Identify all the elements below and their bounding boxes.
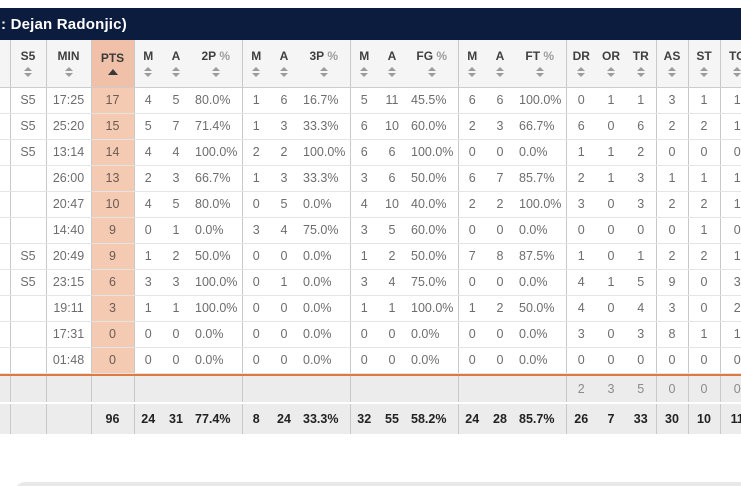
sort-icon bbox=[319, 67, 328, 78]
player-stats-row: S5 25:20 15 5 7 71.4% 1 3 33.3% 6 10 60.0% 2 3 66.7% 6 0… bbox=[0, 113, 741, 140]
col-header-min[interactable]: MIN bbox=[45, 40, 91, 88]
col-header-or[interactable]: OR bbox=[596, 40, 626, 88]
sort-icon bbox=[535, 67, 544, 78]
sort-icon bbox=[252, 67, 261, 78]
col-header-2p-att[interactable]: A bbox=[162, 40, 190, 88]
box-score-table: S5 MIN PTS M A 2P % M A 3P % M A FG % M … bbox=[0, 40, 741, 434]
horizontal-scrollbar[interactable] bbox=[15, 482, 741, 486]
sort-icon bbox=[64, 67, 73, 78]
col-header-3p-pct[interactable]: 3P % bbox=[298, 40, 350, 88]
sort-icon bbox=[388, 67, 396, 78]
coach-title: : Dejan Radonjic) bbox=[1, 15, 127, 33]
player-stats-row: S5 17:25 17 4 5 80.0% 1 6 16.7% 5 11 45.5% 6 6 100.0% 0… bbox=[0, 87, 741, 114]
col-header-ft-pct[interactable]: FT % bbox=[514, 40, 566, 88]
team-totals-row: 96 24 31 77.4% 8 24 33.3% 32 55 58.2% 24 28 85.7% 26 7… bbox=[0, 404, 741, 434]
col-header-2p-pct[interactable]: 2P % bbox=[190, 40, 242, 88]
header-row: S5 MIN PTS M A 2P % M A 3P % M A FG % M … bbox=[0, 40, 741, 88]
sort-icon bbox=[427, 67, 436, 78]
col-header-fg-pct[interactable]: FG % bbox=[406, 40, 458, 88]
sort-icon bbox=[700, 67, 708, 78]
player-stats-row: 17:31 0 0 0 0.0% 0 0 0.0% 0 0 0.0% 0 0 0.0% 3 0 3 8 1 1 bbox=[0, 321, 741, 348]
sort-icon bbox=[607, 67, 615, 78]
sort-icon bbox=[360, 67, 369, 78]
col-header-3p-att[interactable]: A bbox=[270, 40, 298, 88]
sort-icon bbox=[211, 67, 220, 78]
col-header-to[interactable]: TO bbox=[719, 40, 741, 88]
player-stats-row: 01:48 0 0 0 0.0% 0 0 0.0% 0 0 0.0% 0 0 0.0% 0 0 0 0 0 0 bbox=[0, 347, 741, 374]
sort-icon bbox=[733, 67, 741, 78]
sort-icon bbox=[668, 67, 676, 78]
sort-icon bbox=[636, 67, 645, 78]
sort-icon bbox=[280, 67, 288, 78]
col-header-as[interactable]: AS bbox=[655, 40, 688, 88]
sort-icon bbox=[577, 67, 586, 78]
player-stats-row: 14:40 9 0 1 0.0% 3 4 75.0% 3 5 60.0% 0 0 0.0% 0 0 0 0 1 0 bbox=[0, 217, 741, 244]
totals-separator-line bbox=[0, 373, 741, 376]
sort-icon bbox=[496, 67, 504, 78]
col-header-ft-made[interactable]: M bbox=[457, 40, 486, 88]
player-stats-row: S5 23:15 6 3 3 100.0% 0 1 0.0% 3 4 75.0% 0 0 0.0% 4 1 5 9 0… bbox=[0, 269, 741, 296]
col-header-3p-made[interactable]: M bbox=[241, 40, 270, 88]
col-header-st[interactable]: ST bbox=[687, 40, 720, 88]
player-stats-row: 20:47 10 4 5 80.0% 0 5 0.0% 4 10 40.0% 2 2 100.0% 3 0 3 2… bbox=[0, 191, 741, 218]
match-header-bar: : Dejan Radonjic) bbox=[0, 8, 741, 40]
col-header-s5[interactable]: S5 bbox=[9, 40, 46, 88]
player-stats-row: S5 13:14 14 4 4 100.0% 2 2 100.0% 6 6 100.0% 0 0 0.0% 1… bbox=[0, 139, 741, 166]
col-header-2p-made[interactable]: M bbox=[133, 40, 162, 88]
sort-icon bbox=[468, 67, 477, 78]
row-gap bbox=[0, 402, 741, 404]
player-stats-row: 26:00 13 2 3 66.7% 1 3 33.3% 3 6 50.0% 6 7 85.7% 2 1 3 1 1… bbox=[0, 165, 741, 192]
player-stats-row: 19:11 3 1 1 100.0% 0 0 0.0% 1 1 100.0% 1 2 50.0% 4 0 4 3 0… bbox=[0, 295, 741, 322]
col-header-fg-made[interactable]: M bbox=[349, 40, 378, 88]
sort-icon bbox=[172, 67, 180, 78]
sort-ascending-icon bbox=[107, 69, 118, 76]
clipped-column-header bbox=[0, 40, 10, 88]
box-score-table-wrap: S5 MIN PTS M A 2P % M A 3P % M A FG % M … bbox=[0, 40, 741, 434]
sort-icon bbox=[144, 67, 153, 78]
col-header-dr[interactable]: DR bbox=[565, 40, 596, 88]
col-header-pts[interactable]: PTS bbox=[90, 40, 134, 88]
col-header-ft-att[interactable]: A bbox=[486, 40, 514, 88]
sort-icon bbox=[24, 67, 32, 78]
col-header-fg-att[interactable]: A bbox=[378, 40, 406, 88]
col-header-tr[interactable]: TR bbox=[626, 40, 656, 88]
player-stats-row: S5 20:49 9 1 2 50.0% 0 0 0.0% 1 2 50.0% 7 8 87.5% 1 0 1 2 2… bbox=[0, 243, 741, 270]
